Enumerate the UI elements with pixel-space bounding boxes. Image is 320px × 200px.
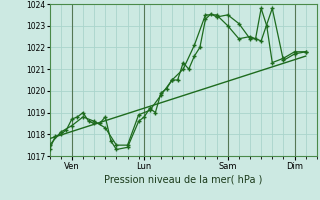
X-axis label: Pression niveau de la mer( hPa ): Pression niveau de la mer( hPa ) <box>104 175 262 185</box>
